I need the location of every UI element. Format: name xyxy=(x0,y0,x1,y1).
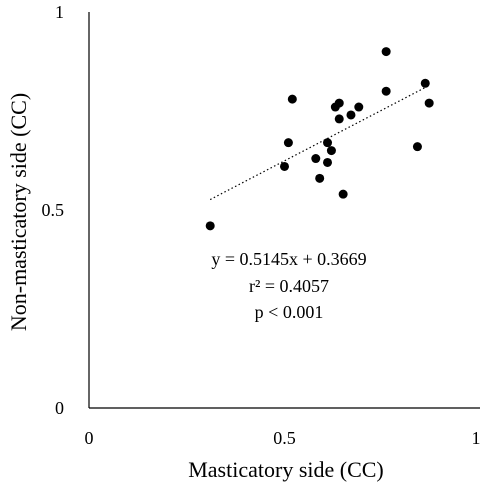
y-tick-label: 1 xyxy=(55,2,64,22)
data-points xyxy=(205,47,434,231)
x-axis-title: Masticatory side (CC) xyxy=(188,457,384,482)
y-tick-labels: 00.51 xyxy=(42,2,65,418)
trendline xyxy=(209,84,430,201)
axes xyxy=(88,12,480,409)
data-point xyxy=(381,86,391,96)
data-point xyxy=(412,142,422,152)
equation-annotation: y = 0.5145x + 0.3669 xyxy=(211,249,366,269)
data-point xyxy=(205,221,215,231)
regression-annotations: y = 0.5145x + 0.3669 r² = 0.4057 p < 0.0… xyxy=(211,249,366,322)
data-point xyxy=(381,47,391,57)
y-tick-label: 0.5 xyxy=(42,200,65,220)
data-point xyxy=(420,78,430,88)
x-tick-label: 1 xyxy=(472,428,481,448)
data-point xyxy=(334,98,344,108)
r-squared-annotation: r² = 0.4057 xyxy=(249,276,329,296)
y-axis-title: Non-masticatory side (CC) xyxy=(6,93,31,331)
data-point xyxy=(311,154,321,164)
data-point xyxy=(280,161,289,171)
data-point xyxy=(323,138,333,148)
y-tick-label: 0 xyxy=(55,398,64,418)
data-point xyxy=(326,146,336,156)
x-tick-label: 0.5 xyxy=(273,428,296,448)
data-point xyxy=(334,114,344,124)
data-point xyxy=(287,94,297,104)
data-point xyxy=(323,157,333,167)
p-value-annotation: p < 0.001 xyxy=(255,302,324,322)
data-point xyxy=(346,110,356,120)
x-tick-labels: 0 0.5 1 xyxy=(85,428,481,448)
data-point xyxy=(338,189,348,199)
x-tick-label: 0 xyxy=(85,428,94,448)
data-point xyxy=(354,102,364,112)
data-point xyxy=(315,173,325,183)
data-point xyxy=(283,138,293,148)
data-point xyxy=(424,98,434,108)
